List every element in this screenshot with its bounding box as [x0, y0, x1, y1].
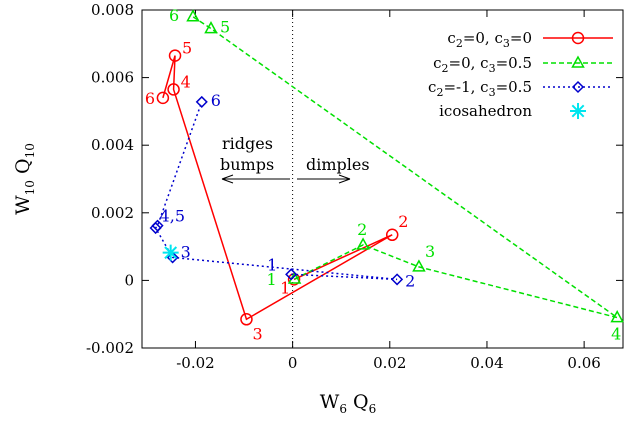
point-label: 4: [181, 72, 191, 91]
data-point-circle: [168, 49, 182, 62]
data-point-diamond: [391, 273, 404, 286]
legend: c2=0, c3=0 c2=0, c3=0.5 c2=-1, c3=0.5 icosa…: [428, 29, 613, 120]
legend-label: c2=0, c3=0.5: [433, 54, 532, 75]
legend-entry-3: c2=-1, c3=0.5: [428, 78, 613, 99]
y-tick-label: 0.008: [91, 1, 134, 19]
legend-label: c2=-1, c3=0.5: [428, 78, 532, 99]
data-point-circle: [240, 313, 253, 326]
data-point-diamond: [195, 95, 208, 108]
data-point-triangle: [610, 310, 624, 323]
series-1: 1 2 3 4 5 6: [145, 39, 409, 344]
data-point-diamond: [571, 80, 585, 94]
point-label: 1: [267, 255, 277, 274]
series-3: 1 2 3 4,5 6: [149, 91, 415, 290]
region-annotations: ridges bumps dimples: [220, 134, 370, 184]
y-tick-label: 0.004: [91, 136, 134, 154]
series-line: [154, 101, 398, 281]
data-point-circle: [571, 31, 585, 45]
point-label: 4: [611, 325, 621, 344]
legend-entry-1: c2=0, c3=0: [447, 29, 613, 50]
series-4: [162, 244, 179, 261]
axis-ticks: -0.02 0 0.02 0.04 0.06 -0.002 0 0.002 0.004 0.006…: [86, 1, 623, 372]
annotation-ridges: ridges: [222, 134, 273, 153]
point-label: 2: [405, 271, 415, 290]
data-point-diamond: [166, 251, 179, 264]
data-point-circle: [385, 228, 399, 242]
point-label: 5: [182, 39, 192, 58]
point-label: 6: [145, 89, 155, 108]
legend-entry-2: c2=0, c3=0.5: [433, 54, 613, 75]
point-label: 1: [267, 270, 277, 289]
point-label: 6: [211, 91, 221, 110]
y-axis-label: W10 Q10: [12, 143, 37, 215]
data-point-star: [162, 244, 179, 261]
data-point-circle: [167, 83, 180, 96]
point-label: 3: [252, 324, 262, 343]
data-point-triangle: [571, 55, 585, 68]
data-point-diamond: [285, 268, 298, 281]
point-label: 2: [357, 220, 367, 239]
legend-label: icosahedron: [439, 102, 532, 120]
x-tick-label: 0.02: [373, 354, 406, 372]
legend-label: c2=0, c3=0: [447, 29, 532, 50]
point-label: 1: [280, 278, 290, 297]
data-point-diamond: [151, 219, 164, 232]
arrow-right: [297, 174, 351, 184]
svg-text:W10 Q10: W10 Q10: [12, 143, 37, 215]
point-label: 4,5: [160, 207, 185, 226]
x-tick-label: 0.04: [470, 354, 503, 372]
x-axis-label: W6 Q6: [320, 391, 376, 416]
point-label: 3: [181, 242, 191, 261]
svg-text:W6 Q6: W6 Q6: [320, 391, 376, 416]
x-tick-label: 0: [288, 354, 298, 372]
point-label: 6: [169, 6, 179, 25]
annotation-dimples: dimples: [306, 155, 370, 174]
series-line: [162, 55, 393, 321]
y-tick-label: 0: [124, 271, 134, 289]
data-point-triangle: [186, 9, 200, 22]
x-tick-label: 0.06: [567, 354, 600, 372]
annotation-bumps: bumps: [220, 155, 274, 174]
plot-frame: [141, 9, 624, 349]
data-point-triangle: [204, 21, 218, 34]
data-point-circle: [156, 91, 170, 105]
data-point-triangle: [412, 259, 426, 272]
x-tick-label: -0.02: [176, 354, 214, 372]
point-label: 3: [425, 242, 435, 261]
arrow-left: [221, 174, 290, 184]
legend-entry-4: icosahedron: [439, 102, 586, 120]
data-point-star: [570, 103, 586, 119]
point-label: 5: [220, 18, 230, 37]
data-point-triangle: [356, 237, 370, 250]
y-tick-label: 0.006: [91, 69, 134, 87]
y-tick-label: 0.002: [91, 204, 134, 222]
y-tick-label: -0.002: [86, 339, 134, 357]
point-label: 2: [398, 212, 408, 231]
